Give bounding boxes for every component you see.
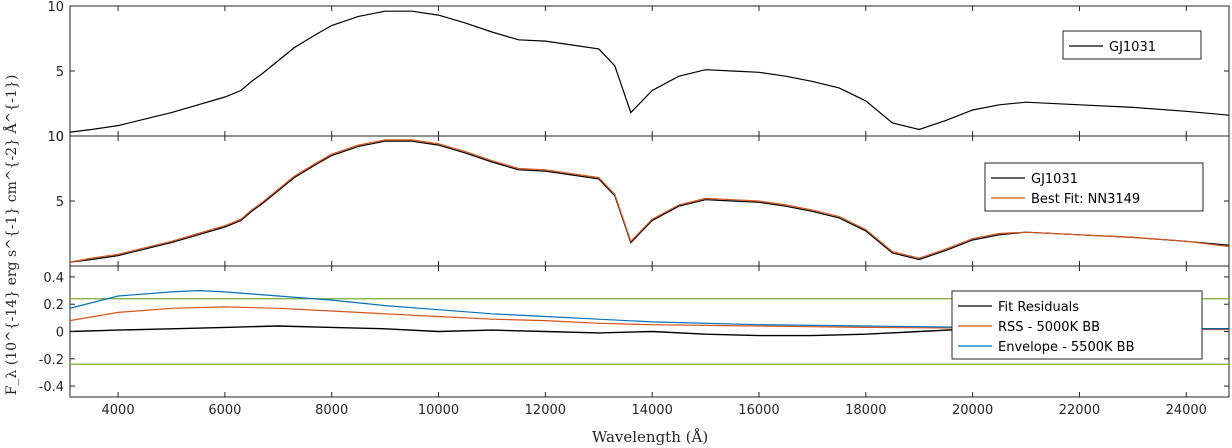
x-tick-label: 22000 [1059, 403, 1100, 418]
y-tick-label: 5 [56, 195, 64, 210]
x-tick-label: 8000 [315, 403, 348, 418]
y-axis-title: F_λ (10^{-14} erg s^{-1} cm^{-2} Å^{-1}) [2, 75, 20, 396]
legend-label: Fit Residuals [998, 300, 1079, 315]
y-tick-label: 0 [56, 130, 64, 145]
x-tick-label: 16000 [738, 403, 779, 418]
panel-middle: 10 5 GJ1031 Best Fit: NN3149 [47, 130, 1230, 267]
y-tick-label: 0 [56, 326, 64, 341]
series-line-gj1031 [70, 140, 1229, 263]
legend-label: Envelope - 5500K BB [998, 340, 1135, 355]
x-tick-label: 10000 [418, 403, 459, 418]
panel-top: 10 5 0 GJ1031 [47, 0, 1230, 145]
x-tick-label: 12000 [525, 403, 566, 418]
y-tick-label: 0.2 [43, 298, 64, 313]
legend-label: Best Fit: NN3149 [1031, 192, 1140, 207]
y-tick-label: 10 [47, 0, 64, 15]
legend: Fit Residuals RSS - 5000K BB Envelope - 55… [951, 290, 1203, 360]
y-tick-label: 10 [47, 130, 64, 145]
legend-box [984, 162, 1204, 212]
legend-label: RSS - 5000K BB [998, 320, 1100, 335]
legend-label: GJ1031 [1109, 40, 1156, 55]
panel-frame [69, 5, 1230, 137]
y-tick-label: -0.4 [39, 380, 64, 395]
series-line-gj1031 [70, 10, 1229, 133]
legend: GJ1031 Best Fit: NN3149 [984, 162, 1204, 212]
x-tick-label: 6000 [208, 403, 241, 418]
x-tick-label: 20000 [952, 403, 993, 418]
x-axis-title: Wavelength (Å) [592, 428, 708, 446]
legend-box [951, 290, 1203, 360]
legend-box [1062, 30, 1202, 60]
legend-label: GJ1031 [1031, 172, 1078, 187]
x-tick-label: 18000 [845, 403, 886, 418]
x-tick-label: 24000 [1166, 403, 1207, 418]
x-tick-label: 4000 [102, 403, 135, 418]
legend: GJ1031 [1062, 30, 1202, 60]
y-tick-label: -0.2 [39, 353, 64, 368]
y-tick-label: 5 [56, 65, 64, 80]
y-tick-label: 0.4 [43, 271, 64, 286]
series-line-best-fit-nn3149 [70, 139, 1229, 263]
panel-bottom: 0.4 0.2 0 -0.2 -0.4 4000 6000 8000 10000 12000 140… [39, 265, 1230, 418]
x-tick-label: 14000 [631, 403, 672, 418]
